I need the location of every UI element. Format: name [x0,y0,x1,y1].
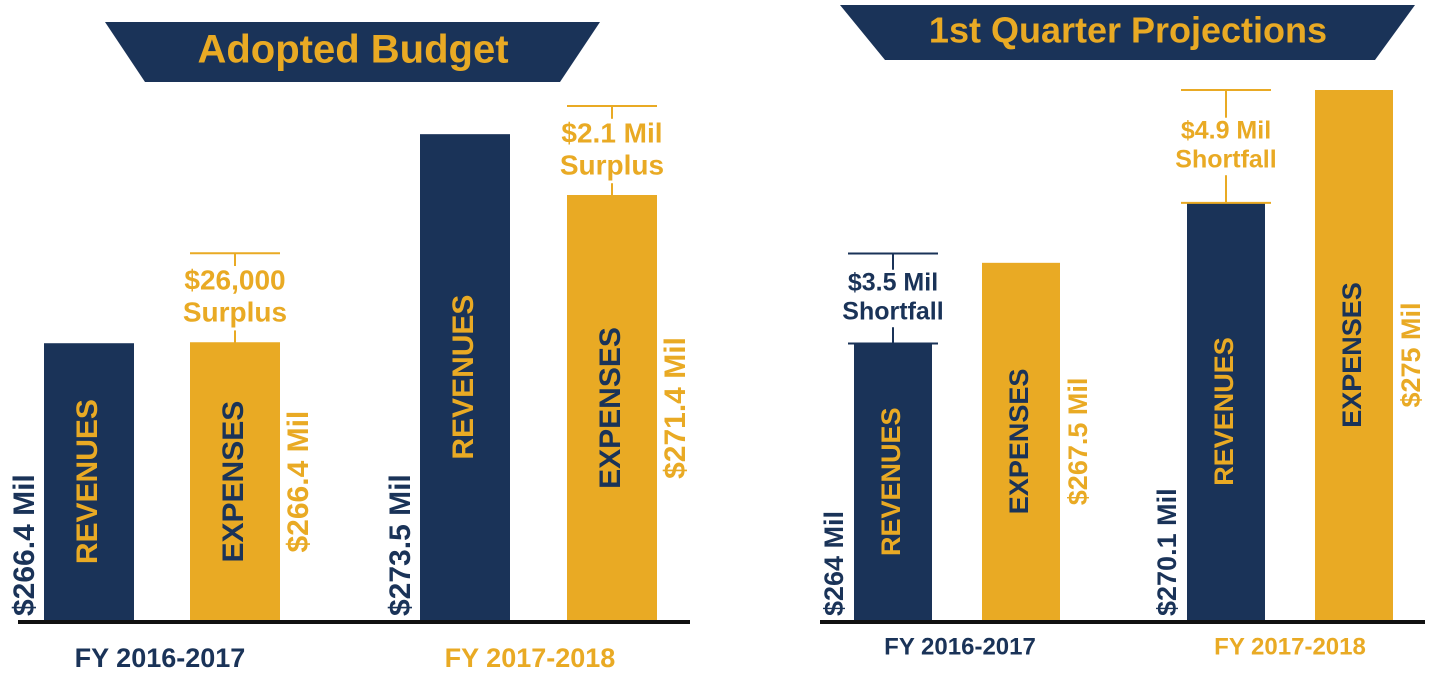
annotation: Shortfall [842,297,943,325]
bar [567,196,657,620]
bar [44,343,134,620]
bar [1187,202,1265,621]
bar-label: REVENUES [447,295,480,460]
annotation: $26,000 [184,265,285,296]
x-tick-label: FY 2017-2018 [1214,633,1366,660]
bar [1315,90,1393,620]
bar-label: EXPENSES [1337,282,1367,428]
value-label: $270.1 Mil [1152,488,1182,616]
value-label: $266.4 Mil [8,474,41,616]
bar [854,343,932,620]
x-tick-label: FY 2016-2017 [75,643,246,673]
annotation-bg [175,266,295,331]
value-label: $273.5 Mil [384,474,417,616]
bar [982,262,1060,620]
title-banner [105,22,600,82]
annotation: Surplus [560,149,664,180]
annotation: $4.9 Mil [1181,117,1271,145]
x-tick-label: FY 2016-2017 [884,633,1036,660]
annotation: $3.5 Mil [848,269,938,297]
annotation: Shortfall [1175,145,1276,173]
x-tick-label: FY 2017-2018 [445,643,616,673]
bar-label: REVENUES [1209,337,1239,486]
annotation-bg [833,269,953,328]
value-label: $275 Mil [1396,302,1426,407]
value-label: $264 Mil [819,511,849,616]
bar-label: EXPENSES [594,327,627,489]
title-banner [840,5,1415,60]
annotation-bg [552,118,672,184]
annotation-bg [1166,117,1286,176]
chart-title: 1st Quarter Projections [929,10,1327,51]
bar-label: EXPENSES [217,401,250,563]
bar [190,343,280,620]
bar-label: EXPENSES [1004,369,1034,515]
annotation: Surplus [183,297,287,328]
bar-label: REVENUES [71,399,104,564]
bar [420,134,510,620]
value-label: $271.4 Mil [659,337,692,479]
value-label: $266.4 Mil [282,411,315,553]
chart-title: Adopted Budget [197,28,508,72]
value-label: $267.5 Mil [1063,378,1093,506]
bar-label: REVENUES [876,407,906,556]
annotation: $2.1 Mil [561,117,662,148]
